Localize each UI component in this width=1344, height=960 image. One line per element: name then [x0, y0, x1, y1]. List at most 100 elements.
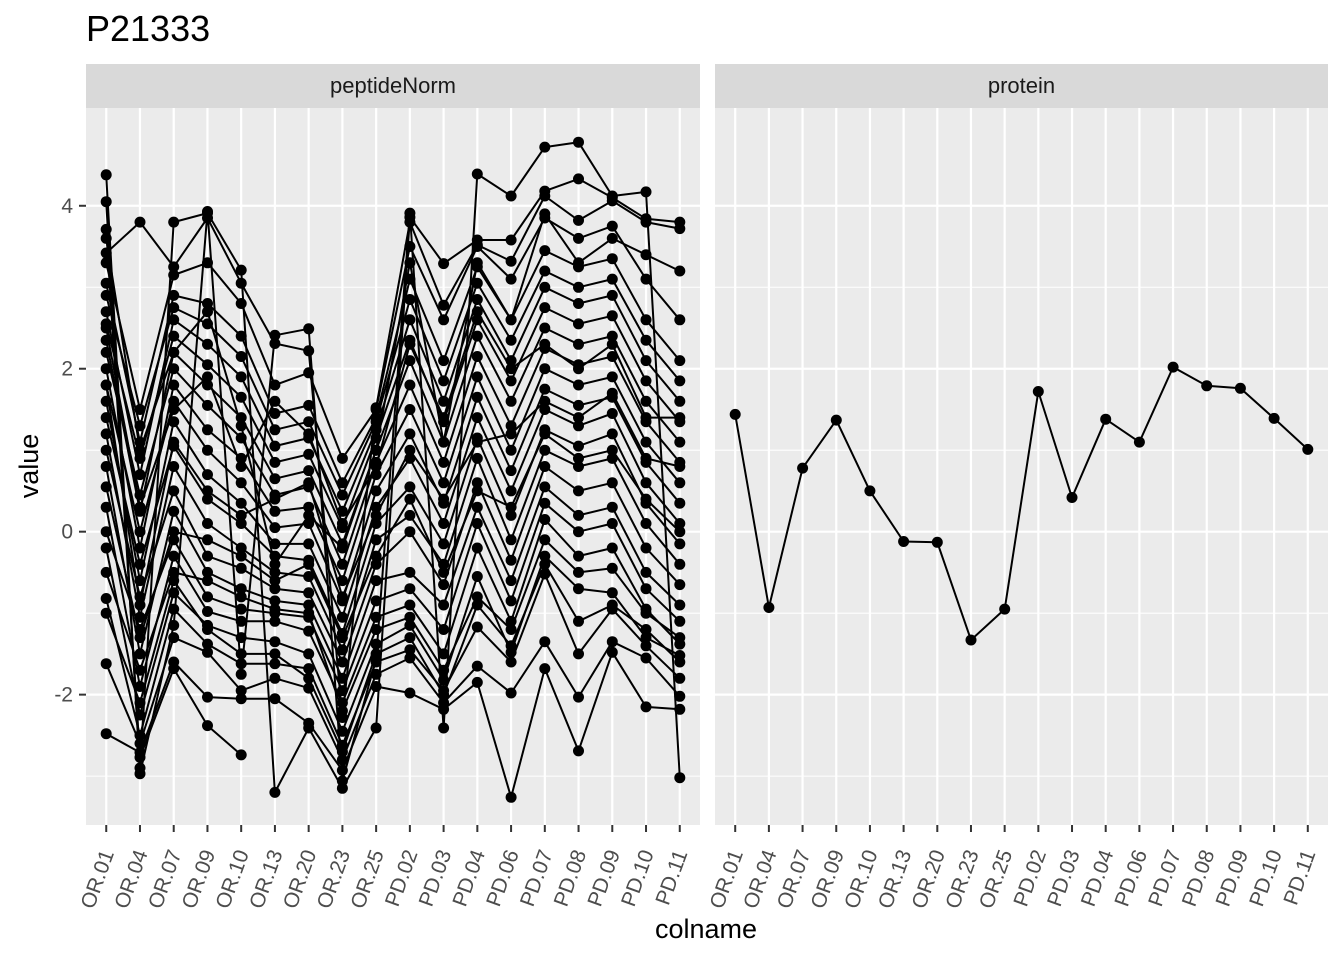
data-point	[640, 216, 652, 228]
data-point	[640, 412, 652, 424]
data-point	[303, 672, 315, 684]
data-point	[100, 658, 112, 670]
strip-label-peptideNorm: peptideNorm	[330, 73, 456, 98]
data-point	[370, 668, 382, 680]
data-point	[640, 632, 652, 644]
data-point	[999, 603, 1011, 615]
data-point	[640, 518, 652, 529]
data-point	[336, 477, 348, 489]
data-point	[404, 428, 416, 440]
data-point	[640, 452, 652, 464]
data-point	[134, 648, 146, 660]
data-point	[202, 359, 213, 371]
data-point	[573, 461, 584, 472]
data-point	[539, 302, 551, 314]
data-point	[438, 599, 450, 611]
data-point	[404, 687, 416, 699]
data-point	[505, 624, 517, 635]
series	[100, 428, 686, 644]
data-point	[235, 668, 247, 680]
data-point	[303, 428, 315, 440]
data-point	[303, 558, 315, 570]
data-point	[202, 306, 213, 318]
data-point	[674, 615, 686, 627]
data-point	[235, 550, 247, 562]
data-point	[573, 232, 584, 244]
data-point	[640, 640, 652, 652]
data-point	[168, 363, 180, 375]
data-point	[606, 477, 618, 489]
data-point	[1234, 382, 1246, 394]
data-point	[336, 656, 348, 668]
strip-background	[86, 64, 700, 108]
data-point	[606, 562, 618, 574]
data-point	[471, 330, 483, 342]
series-line	[105, 573, 681, 747]
data-point	[539, 558, 551, 570]
data-point	[1066, 492, 1078, 503]
data-point	[303, 571, 315, 582]
series-line	[105, 286, 681, 513]
data-point	[763, 602, 775, 613]
data-point	[606, 408, 618, 419]
data-point	[931, 536, 943, 548]
data-point	[471, 477, 483, 489]
data-point	[202, 534, 213, 546]
data-point	[1201, 380, 1213, 392]
data-point	[797, 462, 809, 474]
data-point	[573, 440, 584, 452]
data-point	[539, 444, 551, 456]
data-point	[471, 371, 483, 383]
data-point	[640, 375, 652, 387]
data-point	[100, 322, 112, 334]
data-point	[471, 351, 483, 362]
series	[100, 190, 686, 723]
data-point	[404, 481, 416, 493]
data-point	[202, 298, 213, 309]
data-point	[370, 534, 382, 546]
data-point	[606, 599, 618, 611]
data-point	[404, 241, 416, 252]
data-point	[539, 461, 551, 472]
series-line	[105, 306, 681, 529]
data-point	[100, 566, 112, 578]
data-point	[100, 412, 112, 424]
data-point	[674, 526, 686, 538]
data-point	[1268, 412, 1280, 424]
data-point	[640, 249, 652, 261]
data-point	[404, 444, 416, 456]
data-point	[539, 383, 551, 395]
data-point	[202, 638, 213, 650]
data-point	[539, 281, 551, 293]
data-point	[202, 424, 213, 436]
data-point	[269, 636, 281, 648]
data-point	[100, 542, 112, 554]
data-point	[404, 526, 416, 538]
data-point	[100, 169, 112, 181]
data-point	[438, 477, 450, 489]
data-point	[539, 428, 551, 440]
data-point	[100, 379, 112, 391]
data-point	[370, 624, 382, 635]
data-point	[606, 444, 618, 456]
data-point	[573, 173, 584, 185]
data-point	[471, 542, 483, 554]
data-point	[235, 461, 247, 472]
data-point	[100, 593, 112, 604]
data-point	[235, 658, 247, 670]
data-point	[606, 371, 618, 383]
series-line	[105, 466, 681, 680]
data-point	[471, 485, 483, 497]
data-point	[640, 355, 652, 367]
data-point	[640, 607, 652, 619]
data-point	[606, 646, 618, 658]
data-point	[674, 355, 686, 367]
data-point	[202, 399, 213, 411]
data-point	[168, 261, 180, 273]
data-point	[505, 554, 517, 566]
data-point	[539, 514, 551, 525]
data-point	[674, 395, 686, 407]
data-point	[168, 575, 180, 587]
data-point	[505, 575, 517, 587]
data-point	[303, 663, 315, 675]
